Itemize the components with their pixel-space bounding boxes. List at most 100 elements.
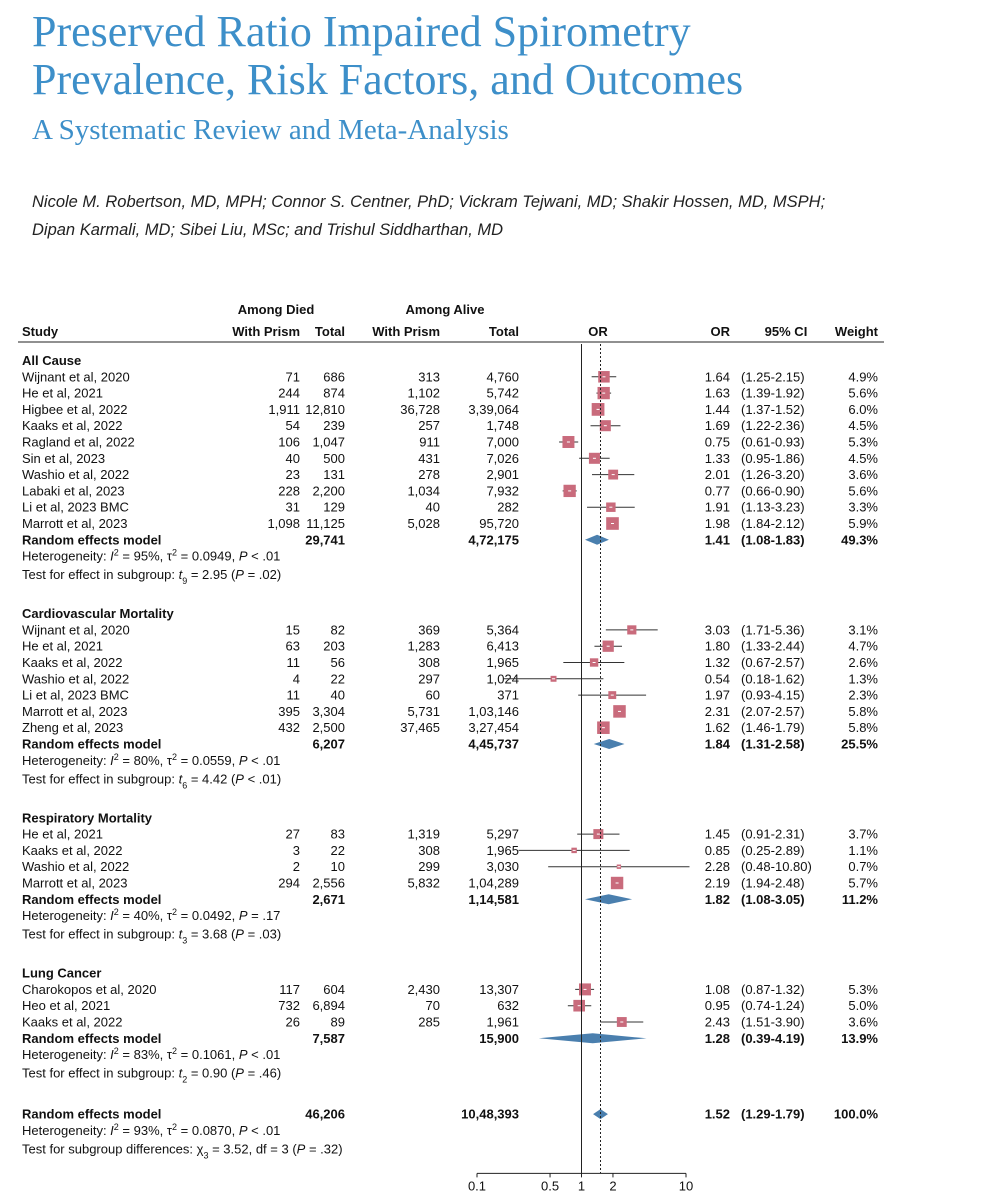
overall-summary-died-total: 46,206: [305, 1107, 345, 1122]
subgroup-summary-label: Random effects model: [22, 737, 161, 752]
study-name: Charokopos et al, 2020: [22, 982, 156, 997]
study-name: Higbee et al, 2022: [22, 402, 128, 417]
died-with-prism: 294: [278, 876, 300, 891]
x-tick-label: 1: [578, 1178, 585, 1193]
ci-value: (0.67-2.57): [741, 655, 805, 670]
study-name: Kaaks et al, 2022: [22, 655, 122, 670]
died-with-prism: 54: [286, 418, 300, 433]
subgroup-summary-ci: (1.08-3.05): [741, 892, 805, 907]
died-total: 89: [331, 1015, 345, 1030]
subgroup-effect-test: Test for effect in subgroup: t2 = 0.90 (…: [22, 1066, 281, 1085]
weight-value: 5.0%: [848, 998, 878, 1013]
alive-total: 282: [497, 500, 519, 515]
study-name: He et al, 2021: [22, 386, 103, 401]
overall-heterogeneity: Heterogeneity: I2 = 93%, τ2 = 0.0870, P …: [22, 1122, 280, 1138]
died-total: 6,894: [312, 998, 345, 1013]
or-value: 1.32: [705, 655, 730, 670]
subgroup-summary-diamond: [538, 1033, 647, 1044]
x-tick-label: 0.1: [468, 1178, 486, 1193]
or-value: 2.28: [705, 859, 730, 874]
weight-value: 4.7%: [848, 639, 878, 654]
study-name: Ragland et al, 2022: [22, 435, 135, 450]
ci-value: (0.18-1.62): [741, 671, 805, 686]
weight-value: 1.3%: [848, 671, 878, 686]
header-weight: Weight: [835, 324, 879, 339]
study-name: Wijnant et al, 2020: [22, 622, 130, 637]
or-value: 3.03: [705, 622, 730, 637]
died-total: 82: [331, 622, 345, 637]
alive-total: 1,03,146: [468, 704, 519, 719]
ci-value: (1.51-3.90): [741, 1015, 805, 1030]
weight-value: 5.3%: [848, 982, 878, 997]
overall-summary-diamond: [593, 1109, 608, 1120]
ci-value: (2.07-2.57): [741, 704, 805, 719]
weight-value: 4.9%: [848, 369, 878, 384]
weight-value: 3.1%: [848, 622, 878, 637]
weight-value: 5.3%: [848, 435, 878, 450]
subgroup-summary-weight: 49.3%: [841, 532, 878, 547]
weight-value: 3.6%: [848, 467, 878, 482]
overall-summary-ci: (1.29-1.79): [741, 1107, 805, 1122]
alive-with-prism: 70: [426, 998, 440, 1013]
study-name: Kaaks et al, 2022: [22, 418, 122, 433]
subgroup-summary-diamond: [584, 534, 609, 545]
study-name: Heo et al, 2021: [22, 998, 110, 1013]
died-with-prism: 31: [286, 500, 300, 515]
alive-with-prism: 5,028: [407, 516, 440, 531]
header-or-plot: OR: [588, 324, 608, 339]
title-line-2: Prevalence, Risk Factors, and Outcomes: [32, 55, 744, 104]
or-value: 1.08: [705, 982, 730, 997]
subgroup-summary-weight: 11.2%: [842, 892, 879, 907]
subgroup-heading: Cardiovascular Mortality: [22, 606, 174, 621]
subgroup-summary-alive-total: 4,45,737: [468, 737, 519, 752]
or-value: 0.77: [705, 483, 730, 498]
or-value: 1.33: [705, 451, 730, 466]
header-ci: 95% CI: [765, 324, 808, 339]
study-name: Washio et al, 2022: [22, 859, 129, 874]
header-among-alive: Among Alive: [406, 302, 485, 317]
alive-with-prism: 911: [419, 435, 440, 450]
x-tick-label: 2: [609, 1178, 616, 1193]
alive-with-prism: 257: [418, 418, 440, 433]
alive-with-prism: 297: [418, 671, 440, 686]
died-total: 2,200: [312, 483, 345, 498]
alive-with-prism: 308: [418, 843, 440, 858]
study-name: Labaki et al, 2023: [22, 483, 125, 498]
weight-value: 5.6%: [848, 386, 878, 401]
died-with-prism: 395: [278, 704, 300, 719]
died-with-prism: 228: [278, 483, 300, 498]
alive-total: 6,413: [486, 639, 519, 654]
ci-value: (1.37-1.52): [741, 402, 805, 417]
alive-with-prism: 2,430: [407, 982, 440, 997]
subgroup-heading: Respiratory Mortality: [22, 810, 153, 825]
alive-with-prism: 431: [418, 451, 440, 466]
or-value: 1.97: [705, 688, 730, 703]
alive-total: 1,965: [486, 655, 519, 670]
subgroup-summary-or: 1.84: [705, 737, 731, 752]
overall-summary-or: 1.52: [705, 1107, 730, 1122]
died-total: 12,810: [305, 402, 345, 417]
alive-total: 7,026: [486, 451, 519, 466]
alive-with-prism: 36,728: [400, 402, 440, 417]
died-with-prism: 23: [286, 467, 300, 482]
or-value: 0.54: [705, 671, 730, 686]
alive-with-prism: 1,034: [407, 483, 440, 498]
subgroup-summary-alive-total: 15,900: [479, 1031, 519, 1046]
weight-value: 5.8%: [848, 704, 878, 719]
or-value: 2.31: [705, 704, 730, 719]
author-list: Nicole M. Robertson, MD, MPH; Connor S. …: [32, 188, 987, 244]
study-name: Kaaks et al, 2022: [22, 1015, 122, 1030]
subgroup-heading: All Cause: [22, 353, 81, 368]
alive-total: 5,742: [486, 386, 519, 401]
alive-total: 1,024: [486, 671, 519, 686]
x-tick-label: 10: [679, 1178, 693, 1193]
alive-with-prism: 5,832: [407, 876, 440, 891]
overall-summary-weight: 100.0%: [834, 1107, 879, 1122]
subgroup-heterogeneity: Heterogeneity: I2 = 80%, τ2 = 0.0559, P …: [22, 752, 280, 768]
page-title: Preserved Ratio Impaired Spirometry Prev…: [32, 8, 743, 104]
forest-plot: Among Died Among Alive Study With Prism Tota…: [18, 302, 884, 1193]
died-with-prism: 244: [278, 386, 300, 401]
alive-total: 5,364: [486, 622, 519, 637]
study-name: Marrott et al, 2023: [22, 516, 128, 531]
alive-total: 7,000: [486, 435, 519, 450]
